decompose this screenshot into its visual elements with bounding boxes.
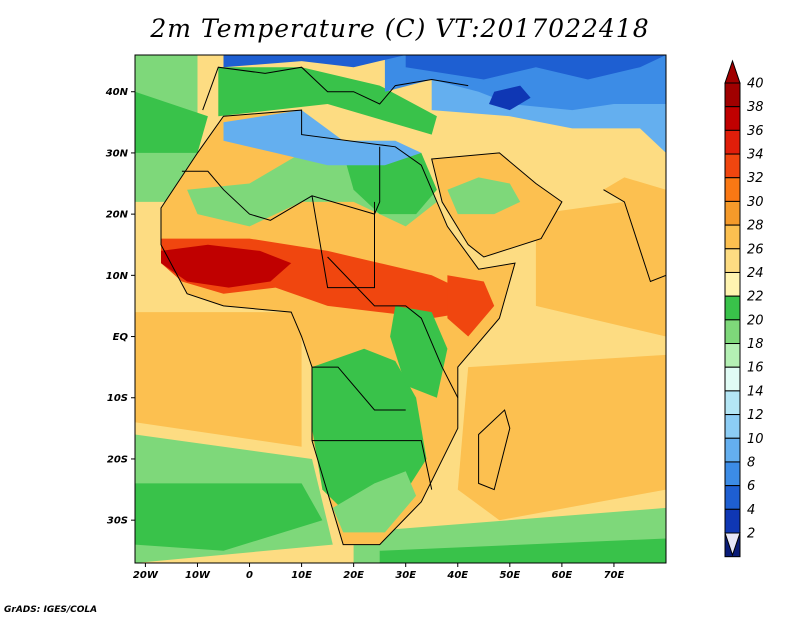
colorbar-swatch: [724, 82, 741, 108]
south-atlantic-cold: [135, 483, 323, 551]
colorbar-swatch: [724, 461, 741, 487]
colorbar-label: 30: [747, 195, 764, 210]
colorbar-top-arrow: [724, 59, 741, 84]
colorbar-swatch: [724, 508, 741, 534]
colorbar-swatch: [724, 153, 741, 179]
longitude-axis: 20W 10W 0 10E 20E 30E 40E 50E 60E 70E: [133, 563, 625, 581]
lon-tick-label: 20E: [343, 570, 364, 581]
lat-tick-label: 30N: [106, 148, 129, 159]
colorbar-label: 6: [747, 479, 755, 494]
colorbar-label: 40: [747, 77, 764, 92]
colorbar-label: 2: [747, 527, 755, 542]
horn-hot: [447, 275, 495, 337]
colorbar-swatch: [724, 129, 741, 155]
arabia-coastline: [431, 152, 563, 258]
colorbar-label: 32: [747, 171, 764, 186]
sahara-border-b: [311, 195, 375, 289]
colorbar-label: 38: [747, 100, 764, 115]
colorbar-swatch: [724, 390, 741, 416]
mediterranean-cool: [218, 67, 437, 135]
lat-tick-label: 10S: [107, 393, 128, 404]
colorbar-swatch: [724, 319, 741, 345]
lat-tick-label: 30S: [107, 516, 128, 527]
lon-tick-label: 70E: [604, 570, 625, 581]
lon-tick-label: 10E: [291, 570, 312, 581]
lon-tick-label: 10W: [185, 570, 211, 581]
indian-ocean-warm: [457, 354, 666, 521]
congo-border: [312, 366, 406, 411]
colorbar-label: 16: [747, 361, 764, 376]
colorbar-swatch: [724, 414, 741, 439]
colorbar: 40 38 36 34 32 30 28 26 24 22 20 18 16 14 12 10 8 6 4 2: [724, 59, 764, 558]
europe-coastline: [202, 66, 469, 111]
colorbar-label: 14: [747, 384, 764, 399]
lon-tick-label: 40E: [446, 570, 468, 581]
colorbar-label: 8: [747, 455, 755, 470]
colorbar-label: 4: [747, 503, 755, 518]
colorbar-label: 26: [747, 242, 764, 257]
colorbar-swatch: [724, 343, 741, 368]
canary-cool: [135, 91, 208, 153]
colorbar-swatch: [724, 224, 741, 250]
iran-frigid: [489, 85, 531, 111]
coastline-layer: [160, 66, 666, 546]
colorbar-label: 10: [747, 432, 764, 447]
colorbar-swatch: [724, 295, 741, 321]
caucasus-coldest: [405, 55, 666, 80]
colorbar-label: 24: [747, 266, 764, 281]
colorbar-swatch: [724, 485, 741, 510]
map-title: 2m Temperature (C) VT:2017022418: [150, 14, 650, 43]
east-africa-green: [390, 305, 448, 398]
lat-tick-label: 20S: [107, 454, 128, 465]
colorbar-label: 36: [747, 124, 764, 139]
libya-egypt-cold: [343, 152, 437, 215]
ocean-south-band: [135, 312, 302, 447]
plot-frame: [134, 54, 667, 564]
south-africa-mild: [332, 471, 417, 533]
sahara-border-a: [181, 146, 381, 221]
colorbar-label: 28: [747, 219, 764, 234]
colorbar-swatch: [724, 177, 741, 202]
lon-tick-label: 0: [246, 570, 253, 581]
india-coastline: [603, 189, 666, 283]
far-south-cold: [379, 538, 666, 563]
colorbar-swatch: [724, 366, 741, 392]
colorbar-swatch: [724, 200, 741, 226]
colorbar-label: 22: [747, 290, 764, 305]
colorbar-label: 18: [747, 337, 764, 352]
lat-tick-label: 20N: [106, 210, 129, 221]
colorbar-label: 12: [747, 408, 764, 423]
map-plot-area: [135, 55, 666, 563]
colorbar-label: 34: [747, 148, 764, 163]
southern-border: [312, 440, 433, 490]
arabia-mild: [447, 177, 521, 215]
west-africa-very-hot: [161, 244, 292, 288]
lon-tick-label: 20W: [133, 570, 159, 581]
latitude-axis: 40N 30N 20N 10N EQ 10S 20S 30S: [105, 87, 135, 527]
balkan-coldest: [223, 55, 406, 68]
madagascar-coastline: [478, 409, 511, 491]
lon-tick-label: 60E: [552, 570, 573, 581]
lon-tick-label: 50E: [499, 570, 520, 581]
lon-tick-label: 30E: [395, 570, 416, 581]
arabian-sea-warm: [535, 201, 666, 337]
lat-tick-label: 40N: [105, 87, 129, 98]
colorbar-swatch: [724, 271, 741, 297]
colorbar-swatch: [724, 106, 741, 131]
colorbar-bottom-arrow: [724, 532, 741, 557]
credit-label: GrADS: IGES/COLA: [4, 605, 98, 615]
central-border: [327, 256, 459, 398]
colorbar-swatch: [724, 248, 741, 273]
lat-tick-label: 10N: [106, 271, 129, 282]
colorbar-swatch: [724, 437, 741, 463]
lat-tick-label: EQ: [113, 332, 129, 343]
colorbar-label: 20: [747, 313, 764, 328]
